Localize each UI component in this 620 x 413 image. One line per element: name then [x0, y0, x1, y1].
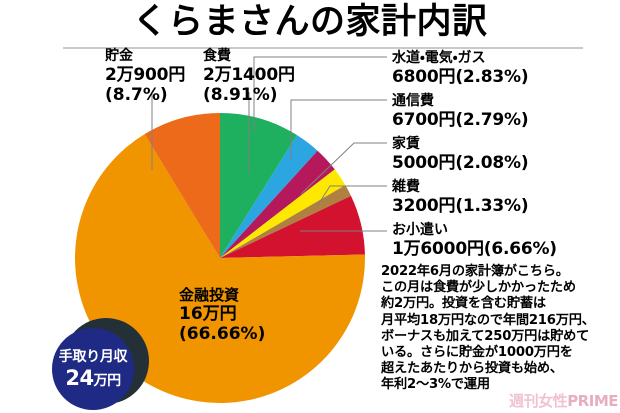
- watermark: 週刊女性PRIME: [509, 390, 618, 411]
- label-food-amount: 2万1400円: [203, 65, 295, 85]
- label-utility-name: 水道・電気・ガス: [392, 50, 486, 66]
- label-investment: 金融投資 16万円 (66.66%): [179, 286, 265, 345]
- label-misc: 雑費 3200円(1.33%): [392, 179, 529, 216]
- note-line: 約2万円。投資を含む貯蓄は: [381, 296, 546, 312]
- income-badge-label: 手取り月収: [58, 348, 128, 365]
- label-communication: 通信費 6700円(2.79%): [392, 93, 529, 130]
- note-line: 超えたあたりから投資も始め、: [381, 361, 563, 377]
- label-rent-value: 5000円(2.08%): [392, 153, 529, 173]
- label-savings-name: 貯金: [105, 48, 133, 64]
- label-savings: 貯金 2万900円 (8.7%): [105, 48, 185, 105]
- income-badge-amount: 24万円: [65, 365, 122, 390]
- slice-utility: [220, 135, 318, 258]
- label-investment-amount: 16万円: [179, 304, 237, 324]
- label-food-name: 食費: [203, 48, 231, 64]
- note-line: いる。さらに貯金が1000万円を: [381, 345, 573, 361]
- label-misc-name: 雑費: [392, 179, 420, 195]
- slice-food: [220, 113, 298, 258]
- label-food: 食費 2万1400円 (8.91%): [203, 48, 295, 105]
- income-badge-unit: 万円: [93, 372, 122, 389]
- watermark-en: PRIME: [567, 392, 618, 410]
- income-badge-number: 24: [65, 365, 94, 390]
- note-line: 月平均18万円なので年間216万円、: [381, 312, 595, 328]
- slice-allowance: [220, 195, 365, 258]
- title-divider: [63, 47, 583, 49]
- label-investment-percent: (66.66%): [179, 324, 266, 344]
- note-line: ボーナスも加えて250万円は貯めて: [381, 328, 590, 344]
- label-allowance-value: 1万6000円(6.66%): [392, 239, 557, 259]
- label-savings-amount: 2万900円: [105, 65, 186, 85]
- note-line: 2022年6月の家計簿がこちら。: [381, 264, 569, 279]
- label-food-percent: (8.91%): [203, 85, 278, 105]
- label-rent: 家賃 5000円(2.08%): [392, 136, 529, 173]
- label-investment-name: 金融投資: [179, 286, 240, 304]
- label-rent-name: 家賃: [392, 136, 420, 152]
- label-utility: 水道・電気・ガス 6800円(2.83%): [392, 50, 529, 87]
- page-title: くらまさんの家計内訳: [132, 2, 488, 42]
- income-badge: 手取り月収 24万円: [52, 328, 134, 410]
- label-allowance-name: お小遣い: [392, 222, 448, 238]
- slice-savings: [144, 113, 220, 258]
- label-allowance: お小遣い 1万6000円(6.66%): [392, 222, 557, 259]
- label-communication-value: 6700円(2.79%): [392, 110, 529, 130]
- label-misc-value: 3200円(1.33%): [392, 196, 529, 216]
- slice-investment-main: [75, 134, 366, 404]
- label-utility-value: 6800円(2.83%): [392, 67, 529, 87]
- label-communication-name: 通信費: [392, 93, 434, 109]
- note-block: 2022年6月の家計簿がこちら。 この月は食費が少しかかったため 約2万円。投資…: [381, 264, 619, 394]
- label-savings-percent: (8.7%): [105, 85, 168, 105]
- note-line: この月は食費が少しかかったため: [381, 280, 576, 296]
- note-line: 年利2〜3%で運用: [381, 377, 490, 393]
- watermark-jp: 週刊女性: [509, 392, 568, 410]
